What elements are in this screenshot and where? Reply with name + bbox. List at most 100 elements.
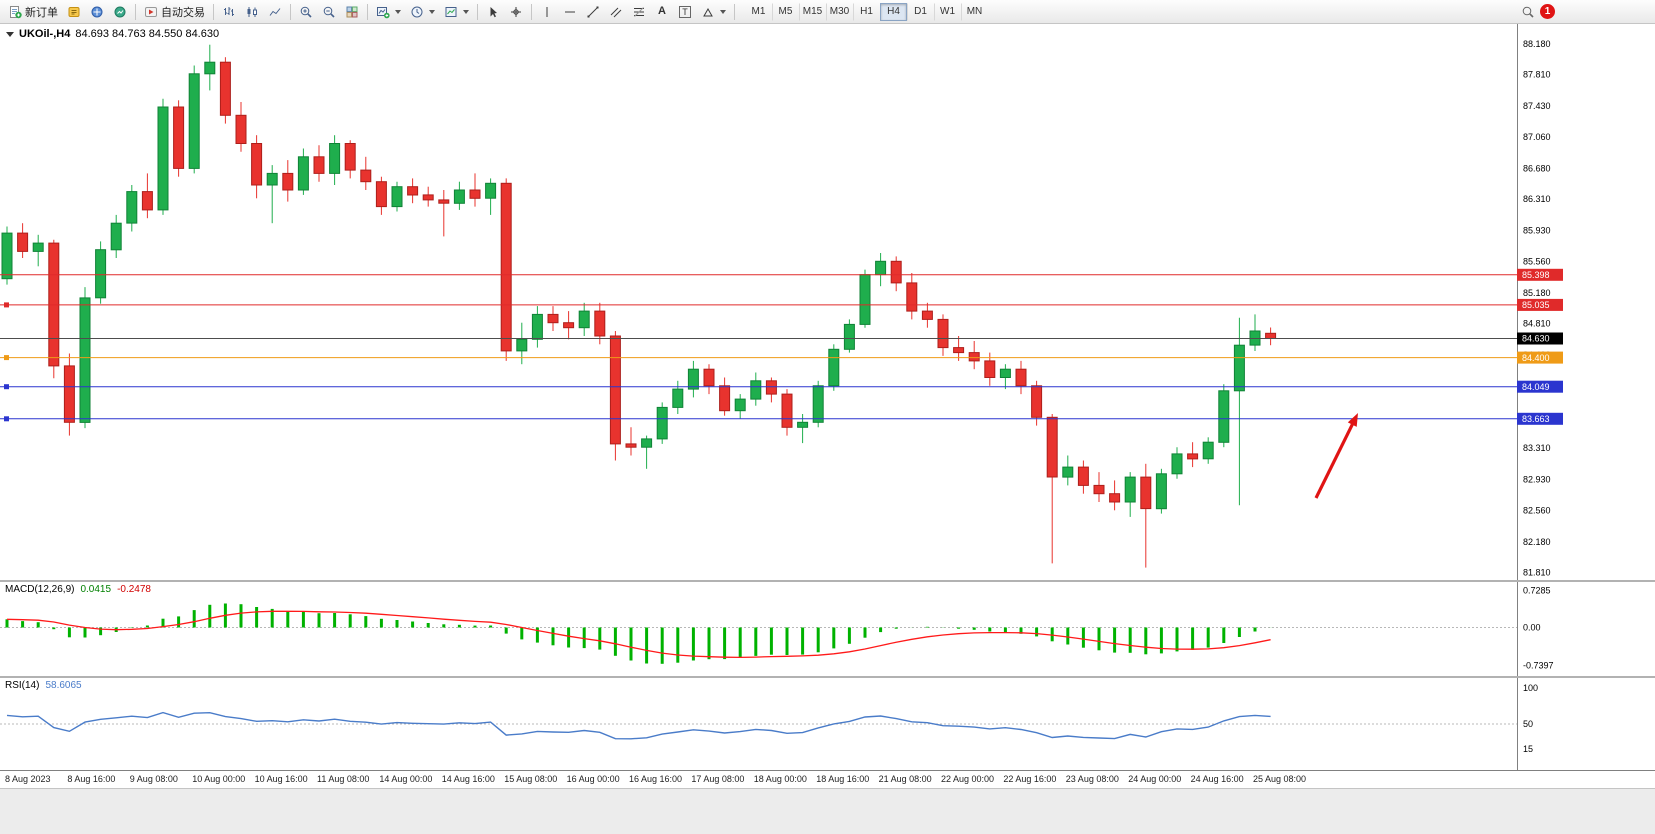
price-tag-83.663 — [1517, 412, 1563, 425]
macd-histogram — [5, 603, 1273, 664]
bar-chart-button[interactable] — [218, 2, 240, 22]
timeframe-button-h1[interactable]: H1 — [853, 2, 880, 21]
time-axis-label: 17 Aug 08:00 — [691, 774, 745, 784]
period-button[interactable] — [406, 2, 439, 22]
notification-badge[interactable]: 1 — [1540, 4, 1555, 19]
autotrading-button[interactable]: 自动交易 — [140, 2, 209, 22]
time-axis-label: 18 Aug 16:00 — [816, 774, 870, 784]
notification-count: 1 — [1544, 6, 1551, 17]
svg-text:84.400: 84.400 — [1522, 353, 1550, 363]
toolbar-separator — [135, 3, 136, 20]
toolbar-separator — [290, 3, 291, 20]
horizontal-lines-layer[interactable] — [0, 274, 1517, 422]
time-axis-label: 16 Aug 00:00 — [566, 774, 620, 784]
time-axis-label: 14 Aug 00:00 — [379, 774, 433, 784]
svg-text:82.180: 82.180 — [1523, 537, 1551, 547]
dropdown-caret-icon — [429, 9, 435, 14]
time-axis-label: 10 Aug 00:00 — [192, 774, 246, 784]
time-axis-label: 21 Aug 08:00 — [878, 774, 932, 784]
macd-axis-label: 0.00 — [1523, 623, 1541, 633]
clock-icon — [411, 6, 423, 17]
time-axis-label: 14 Aug 16:00 — [441, 774, 495, 784]
macd-chart: 0.7285 0.00 -0.7397 — [0, 582, 1655, 676]
dropdown-caret-icon — [720, 9, 726, 14]
toolbar-separator — [734, 3, 735, 20]
cursor-icon — [490, 6, 497, 17]
timeframe-button-d1[interactable]: D1 — [907, 2, 934, 21]
template-icon — [445, 6, 457, 17]
market-watch-button[interactable] — [109, 2, 131, 22]
rsi-chart: 100 50 15 — [0, 678, 1655, 770]
vertical-line-icon — [546, 6, 548, 17]
candlestick-chart-button[interactable] — [241, 2, 263, 22]
timeframe-toolbar: M1 M5 M15 M30 H1 H4 D1 W1 MN — [745, 2, 988, 21]
macd-signal-line — [6, 610, 1271, 659]
zoom-in-button[interactable] — [295, 2, 317, 22]
time-axis-label: 23 Aug 08:00 — [1065, 774, 1119, 784]
navigator-button[interactable] — [86, 2, 108, 22]
timeframe-button-mn[interactable]: MN — [961, 2, 988, 21]
macd-pane[interactable]: 0.7285 0.00 -0.7397 MACD(12,26,9) 0.0415 -… — [0, 580, 1655, 676]
new-chart-button[interactable] — [372, 2, 405, 22]
svg-text:85.035: 85.035 — [1522, 300, 1550, 310]
channel-button[interactable] — [605, 2, 627, 22]
vertical-line-button[interactable] — [536, 2, 558, 22]
candlestick-chart[interactable]: 88.180 87.810 87.430 87.060 86.680 86.310 85.9… — [0, 24, 1655, 580]
svg-text:85.398: 85.398 — [1522, 270, 1550, 280]
crosshair-button[interactable] — [505, 2, 527, 22]
metaeditor-button[interactable] — [63, 2, 85, 22]
chart-symbol-dropdown-icon[interactable] — [6, 31, 14, 37]
cursor-button[interactable] — [482, 2, 504, 22]
hline-handle[interactable] — [4, 416, 9, 422]
line-chart-button[interactable] — [264, 2, 286, 22]
rsi-pane[interactable]: 100 50 15 RSI(14) 58.6065 — [0, 676, 1655, 770]
timeframe-button-h4[interactable]: H4 — [880, 2, 907, 21]
market-watch-icon — [114, 6, 126, 17]
price-tag-84.400 — [1517, 351, 1563, 364]
trend-arrow[interactable] — [1314, 413, 1358, 499]
tile-windows-button[interactable] — [341, 2, 363, 22]
svg-text:85.560: 85.560 — [1523, 256, 1551, 266]
main-chart-pane[interactable]: 88.180 87.810 87.430 87.060 86.680 86.310 85.9… — [0, 24, 1655, 580]
zoom-out-button[interactable] — [318, 2, 340, 22]
svg-text:87.810: 87.810 — [1523, 70, 1551, 80]
trendline-icon — [587, 6, 599, 17]
shapes-button[interactable] — [697, 2, 730, 22]
time-axis-label: 11 Aug 08:00 — [317, 774, 370, 784]
timeframe-button-w1[interactable]: W1 — [934, 2, 961, 21]
toolbar-separator — [477, 3, 478, 20]
template-button[interactable] — [440, 2, 473, 22]
timeframe-button-m15[interactable]: M15 — [799, 2, 826, 21]
hline-handle[interactable] — [4, 355, 9, 361]
label-tool-button[interactable]: T — [674, 2, 696, 22]
timeframe-button-m30[interactable]: M30 — [826, 2, 853, 21]
time-axis[interactable]: 8 Aug 2023 8 Aug 16:00 9 Aug 08:00 10 Aug 0… — [0, 770, 1655, 788]
rsi-line — [6, 711, 1271, 740]
horizontal-line-button[interactable] — [559, 2, 581, 22]
trendline-button[interactable] — [582, 2, 604, 22]
search-button[interactable] — [1517, 2, 1539, 22]
timeframe-button-m1[interactable]: M1 — [745, 3, 772, 21]
svg-text:82.930: 82.930 — [1523, 475, 1551, 485]
price-tag-84.630 — [1517, 332, 1563, 345]
hline-handle[interactable] — [4, 384, 9, 390]
timeframe-button-m5[interactable]: M5 — [772, 2, 799, 21]
time-axis-label: 22 Aug 00:00 — [941, 774, 995, 784]
hline-handle[interactable] — [4, 302, 9, 308]
time-axis-label: 15 Aug 08:00 — [504, 774, 558, 784]
time-axis-label: 24 Aug 00:00 — [1128, 774, 1182, 784]
label-tool-icon: T — [679, 5, 691, 18]
svg-text:86.680: 86.680 — [1523, 163, 1551, 173]
new-order-button[interactable]: 新订单 — [4, 2, 62, 22]
svg-text:83.310: 83.310 — [1523, 443, 1551, 453]
toolbar-separator — [213, 3, 214, 20]
new-order-icon — [10, 5, 22, 18]
crosshair-icon — [511, 6, 521, 17]
macd-axis-label: 0.7285 — [1523, 585, 1551, 595]
new-order-label: 新订单 — [25, 6, 58, 19]
text-tool-button[interactable]: A — [651, 2, 673, 22]
toolbar-separator — [367, 3, 368, 20]
fibonacci-button[interactable] — [628, 2, 650, 22]
price-tag-85.035 — [1517, 298, 1563, 311]
